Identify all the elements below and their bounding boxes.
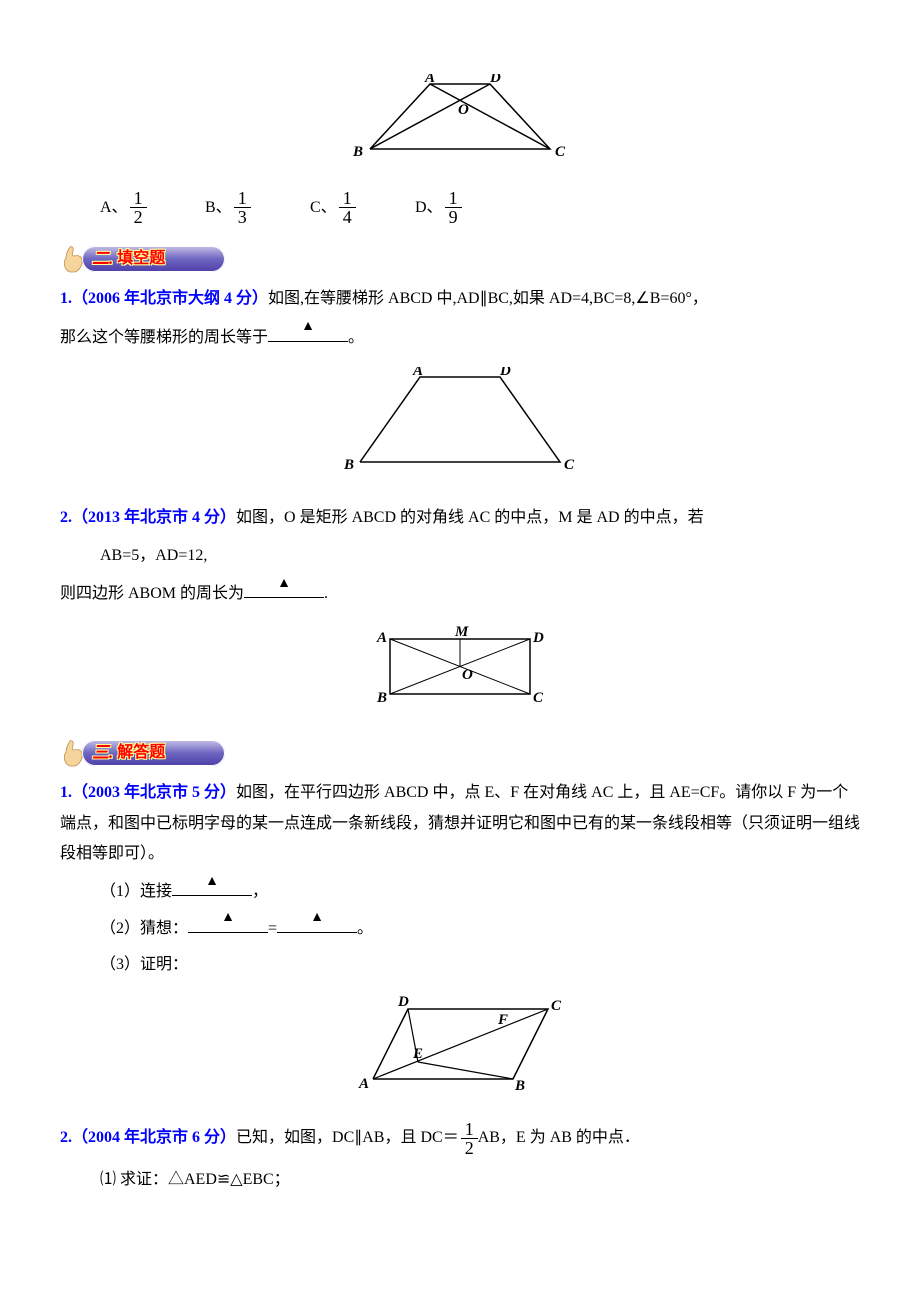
solve-q1-cite: 1.（2003 年北京市 5 分） <box>60 784 236 801</box>
pill-fill-text: 填空题 <box>117 244 165 274</box>
lbl-rC: C <box>533 690 544 706</box>
blank-3[interactable] <box>172 880 252 896</box>
fill-q2-line1: 2.（2013 年北京市 4 分）如图，O 是矩形 ABCD 的对角线 AC 的… <box>60 503 860 533</box>
solve-q1-s2-pre: （2）猜想： <box>100 920 188 937</box>
lbl-pD: D <box>397 994 409 1010</box>
solve-q1-body: 1.（2003 年北京市 5 分）如图，在平行四边形 ABCD 中，点 E、F … <box>60 778 860 869</box>
fill-q1-body1: 如图,在等腰梯形 ABCD 中,AD∥BC,如果 AD=4,BC=8,∠B=60… <box>268 290 708 307</box>
choice-c-letter: C、 <box>310 193 337 223</box>
lbl-D2: D <box>499 367 511 379</box>
lbl-rM: M <box>454 624 469 640</box>
fill-q2-body1: 如图，O 是矩形 ABCD 的对角线 AC 的中点，M 是 AD 的中点，若 <box>236 509 704 526</box>
figure-parallelogram: D C A B E F <box>60 994 860 1105</box>
lbl-rO: O <box>462 667 473 683</box>
section-solve: 三. 解答题 <box>60 738 860 768</box>
lbl-pC: C <box>551 998 562 1014</box>
lbl-C2: C <box>564 457 575 473</box>
fill-q1-post: 。 <box>348 329 364 346</box>
pill-fill-num: 二. <box>92 243 113 275</box>
svg-trap-diag: A D B C O <box>350 74 570 164</box>
solve-q1-s2-post: 。 <box>357 920 373 937</box>
pill-fill: 二. 填空题 <box>82 246 225 272</box>
lbl-D: D <box>489 74 501 86</box>
fill-q1-line2: 那么这个等腰梯形的周长等于 。 <box>60 323 860 353</box>
lbl-rB: B <box>376 690 387 706</box>
choice-row: A、 1 2 B、 1 3 C、 1 4 D、 1 9 <box>100 189 860 226</box>
lbl-O: O <box>458 102 469 118</box>
choice-b-letter: B、 <box>205 193 232 223</box>
choice-d-letter: D、 <box>415 193 443 223</box>
choice-c: C、 1 4 <box>310 189 415 226</box>
section-fill-blank: 二. 填空题 <box>60 244 860 274</box>
choice-d: D、 1 9 <box>415 189 520 226</box>
figure-iso-trapezoid: A D B C <box>60 367 860 488</box>
solve-q1-s3: （3）证明： <box>100 950 860 980</box>
choice-a-frac: 1 2 <box>130 189 147 226</box>
lbl-B: B <box>352 144 363 160</box>
choice-a-letter: A、 <box>100 193 128 223</box>
lbl-rD: D <box>532 630 544 646</box>
svg-para: D C A B E F <box>353 994 568 1094</box>
fill-q2-post: . <box>324 585 328 602</box>
solve-q2-post: AB，E 为 AB 的中点． <box>478 1129 640 1146</box>
svg-rect: A M D B O C <box>370 624 550 709</box>
lbl-A2: A <box>412 367 423 379</box>
fill-q2-cite: 2.（2013 年北京市 4 分） <box>60 509 236 526</box>
solve-q1-s1: （1）连接 ， <box>100 877 860 907</box>
fill-q1-cite: 1.（2006 年北京市大纲 4 分） <box>60 290 268 307</box>
choice-c-frac: 1 4 <box>339 189 356 226</box>
pill-solve-num: 三. <box>92 737 113 769</box>
fill-q2-line3: 则四边形 ABOM 的周长为. <box>60 579 860 609</box>
lbl-pF: F <box>497 1012 508 1028</box>
solve-q1-s1-pre: （1）连接 <box>100 883 172 900</box>
figure-trapezoid-diagonals: A D B C O <box>60 74 860 175</box>
solve-q2-frac: 12 <box>461 1120 478 1157</box>
lbl-pB: B <box>514 1078 525 1094</box>
lbl-rA: A <box>376 630 387 646</box>
blank-5[interactable] <box>277 917 357 933</box>
fill-q1-line1: 1.（2006 年北京市大纲 4 分）如图,在等腰梯形 ABCD 中,AD∥BC… <box>60 284 860 314</box>
blank-4[interactable] <box>188 917 268 933</box>
lbl-A: A <box>424 74 435 86</box>
pill-solve: 三. 解答题 <box>82 740 225 766</box>
solve-q1-s1-post: ， <box>252 883 268 900</box>
fill-q2-pre: 则四边形 ABOM 的周长为 <box>60 585 244 602</box>
lbl-pA: A <box>358 1076 369 1092</box>
solve-q2-s1: ⑴ 求证：△AED≌△EBC； <box>100 1165 860 1195</box>
fill-q1-pre: 那么这个等腰梯形的周长等于 <box>60 329 268 346</box>
solve-q2-line: 2.（2004 年北京市 6 分）已知，如图，DC∥AB，且 DC＝12AB，E… <box>60 1120 860 1157</box>
solve-q1-s2: （2）猜想： = 。 <box>100 914 860 944</box>
fill-q2-line2: AB=5，AD=12, <box>100 541 860 571</box>
choice-a: A、 1 2 <box>100 189 205 226</box>
choice-b-frac: 1 3 <box>234 189 251 226</box>
solve-q2-cite: 2.（2004 年北京市 6 分） <box>60 1129 236 1146</box>
solve-q1-s2-mid: = <box>268 920 277 937</box>
blank-2[interactable] <box>244 582 324 598</box>
lbl-pE: E <box>412 1046 423 1062</box>
blank-1[interactable] <box>268 326 348 342</box>
pill-solve-text: 解答题 <box>117 738 165 768</box>
choice-d-frac: 1 9 <box>445 189 462 226</box>
lbl-C: C <box>555 144 566 160</box>
figure-rectangle: A M D B O C <box>60 624 860 720</box>
solve-q2-pre: 已知，如图，DC∥AB，且 DC＝ <box>236 1129 459 1146</box>
svg-iso-trap: A D B C <box>340 367 580 477</box>
lbl-B2: B <box>343 457 354 473</box>
choice-b: B、 1 3 <box>205 189 310 226</box>
